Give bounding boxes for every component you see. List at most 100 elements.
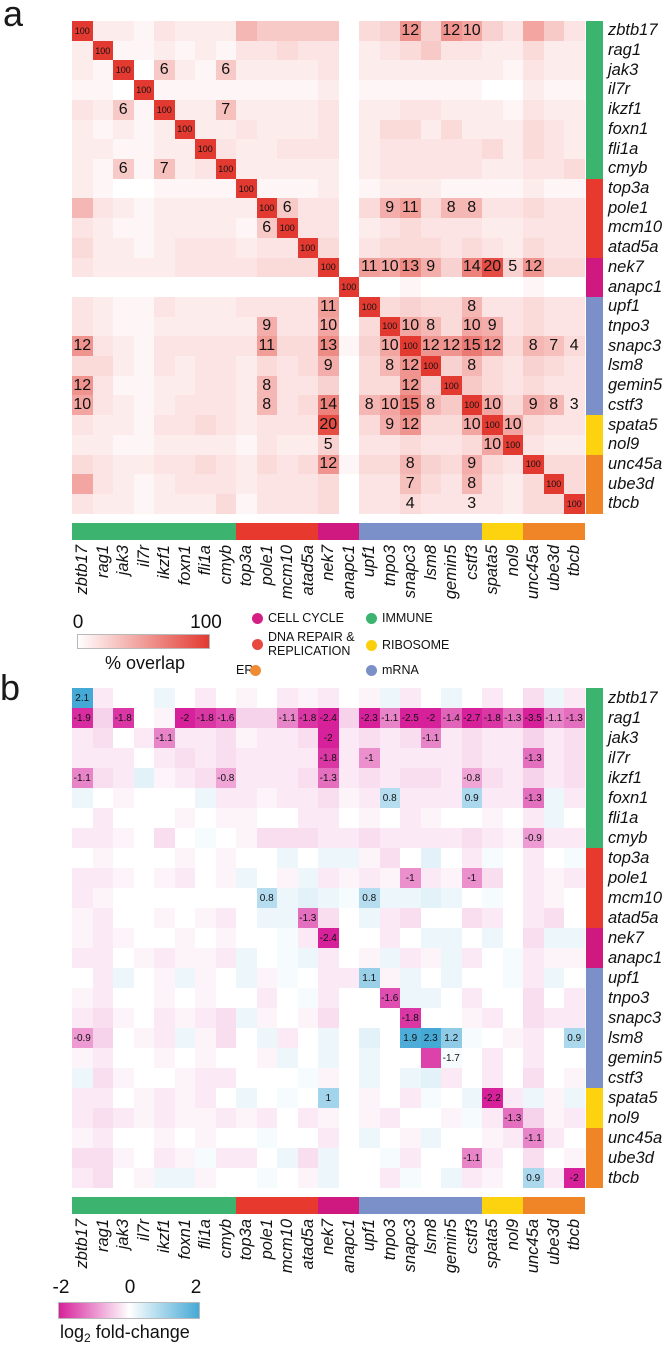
heatmap-cell (256, 1088, 277, 1108)
heatmap-cell (113, 139, 134, 159)
heatmap-cell (564, 375, 585, 396)
heatmap-cell (92, 968, 113, 988)
heatmap-cell (420, 1148, 441, 1168)
legend-label: CELL CYCLE (268, 611, 344, 625)
heatmap-cell (461, 1108, 482, 1128)
heatmap-cell (236, 395, 257, 416)
heatmap-cell-value: 6 (159, 61, 169, 79)
heatmap-cell (236, 1168, 257, 1188)
heatmap-cell (338, 988, 359, 1008)
heatmap-cell (195, 296, 216, 317)
heatmap-cell (482, 1068, 503, 1088)
heatmap-cell (318, 908, 339, 928)
heatmap-cell: 10 (379, 395, 400, 416)
heatmap-cell (543, 748, 564, 768)
heatmap-cell (359, 1028, 380, 1048)
heatmap-cell: 14 (318, 395, 339, 416)
heatmap-cell-value: 7 (405, 475, 415, 493)
heatmap-cell: -3.5 (523, 708, 544, 728)
heatmap-cell (400, 888, 421, 908)
heatmap-cell-value: 100 (382, 321, 398, 332)
heatmap-cell (379, 375, 400, 396)
category-bar-segment (359, 523, 482, 540)
heatmap-cell (195, 494, 216, 514)
heatmap-cell (297, 948, 318, 968)
heatmap-cell-value: 12 (401, 356, 420, 374)
heatmap-cell (523, 988, 544, 1008)
heatmap-cell (113, 415, 134, 435)
heatmap-cell (359, 198, 380, 219)
heatmap-cell (502, 218, 523, 238)
heatmap-cell: -1.3 (523, 748, 544, 768)
heatmap-cell (359, 788, 380, 808)
heatmap-cell (502, 848, 523, 868)
heatmap-cell (502, 1048, 523, 1068)
heatmap-cell (174, 395, 195, 416)
heatmap-cell: 100 (113, 60, 134, 81)
heatmap-cell (338, 139, 359, 159)
heatmap-cell (461, 968, 482, 988)
heatmap-cell: 100 (420, 356, 441, 376)
heatmap-cell (441, 178, 462, 199)
heatmap-cell (441, 968, 462, 988)
heatmap-cell (564, 237, 585, 258)
heatmap-cell (420, 454, 441, 475)
heatmap-cell (400, 178, 421, 199)
heatmap-cell (564, 218, 585, 238)
heatmap-cell (379, 768, 400, 788)
heatmap-cell-value: 100 (525, 459, 541, 470)
heatmap-cell: 12 (318, 454, 339, 475)
heatmap-cell (359, 316, 380, 337)
heatmap-cell-value: -2.7 (463, 712, 481, 724)
heatmap-cell (113, 21, 134, 41)
heatmap-cell (174, 336, 195, 357)
row-label: upf1 (608, 297, 641, 316)
heatmap-cell (236, 494, 257, 514)
heatmap-cell (174, 198, 195, 219)
heatmap-cell (195, 968, 216, 988)
heatmap-cell (461, 60, 482, 81)
heatmap-cell (133, 968, 154, 988)
heatmap-cell-value: 100 (566, 498, 582, 509)
heatmap-cell-value: 5 (323, 435, 333, 453)
category-bar-segment (586, 848, 603, 928)
heatmap-cell (113, 237, 134, 258)
heatmap-cell (523, 868, 544, 888)
col-label: spata5 (483, 545, 502, 595)
heatmap-cell: 100 (318, 257, 339, 278)
heatmap-cell (236, 808, 257, 828)
heatmap-cell (420, 948, 441, 968)
heatmap-cell (297, 99, 318, 120)
heatmap-cell (113, 1048, 134, 1068)
heatmap-cell: 2.3 (420, 1028, 441, 1048)
category-bar-segment (318, 523, 359, 540)
heatmap-cell (113, 454, 134, 475)
heatmap-cell (338, 119, 359, 140)
heatmap-cell (482, 494, 503, 514)
col-label: cstf3 (462, 1219, 481, 1254)
heatmap-cell-value: 8 (262, 376, 272, 394)
heatmap-cell-value: -1.4 (442, 712, 460, 724)
heatmap-cell (277, 296, 298, 317)
heatmap-cell (113, 494, 134, 514)
heatmap-cell (543, 40, 564, 61)
heatmap-cell (195, 948, 216, 968)
heatmap-cell: -1.3 (318, 768, 339, 788)
heatmap-cell (482, 454, 503, 475)
heatmap-cell: 9 (318, 356, 339, 376)
heatmap-cell: 100 (441, 375, 462, 396)
heatmap-cell (297, 848, 318, 868)
heatmap-cell (195, 257, 216, 278)
heatmap-cell (523, 768, 544, 788)
heatmap-cell (277, 494, 298, 514)
heatmap-cell (543, 375, 564, 396)
heatmap-cell (564, 296, 585, 317)
heatmap-cell: -1.8 (297, 708, 318, 728)
heatmap-cell (113, 968, 134, 988)
heatmap-cell: 8 (461, 356, 482, 376)
row-label: cstf3 (608, 1068, 643, 1087)
heatmap-cell (92, 395, 113, 416)
heatmap-cell (154, 356, 175, 376)
heatmap-cell (482, 218, 503, 238)
heatmap-cell (236, 708, 257, 728)
